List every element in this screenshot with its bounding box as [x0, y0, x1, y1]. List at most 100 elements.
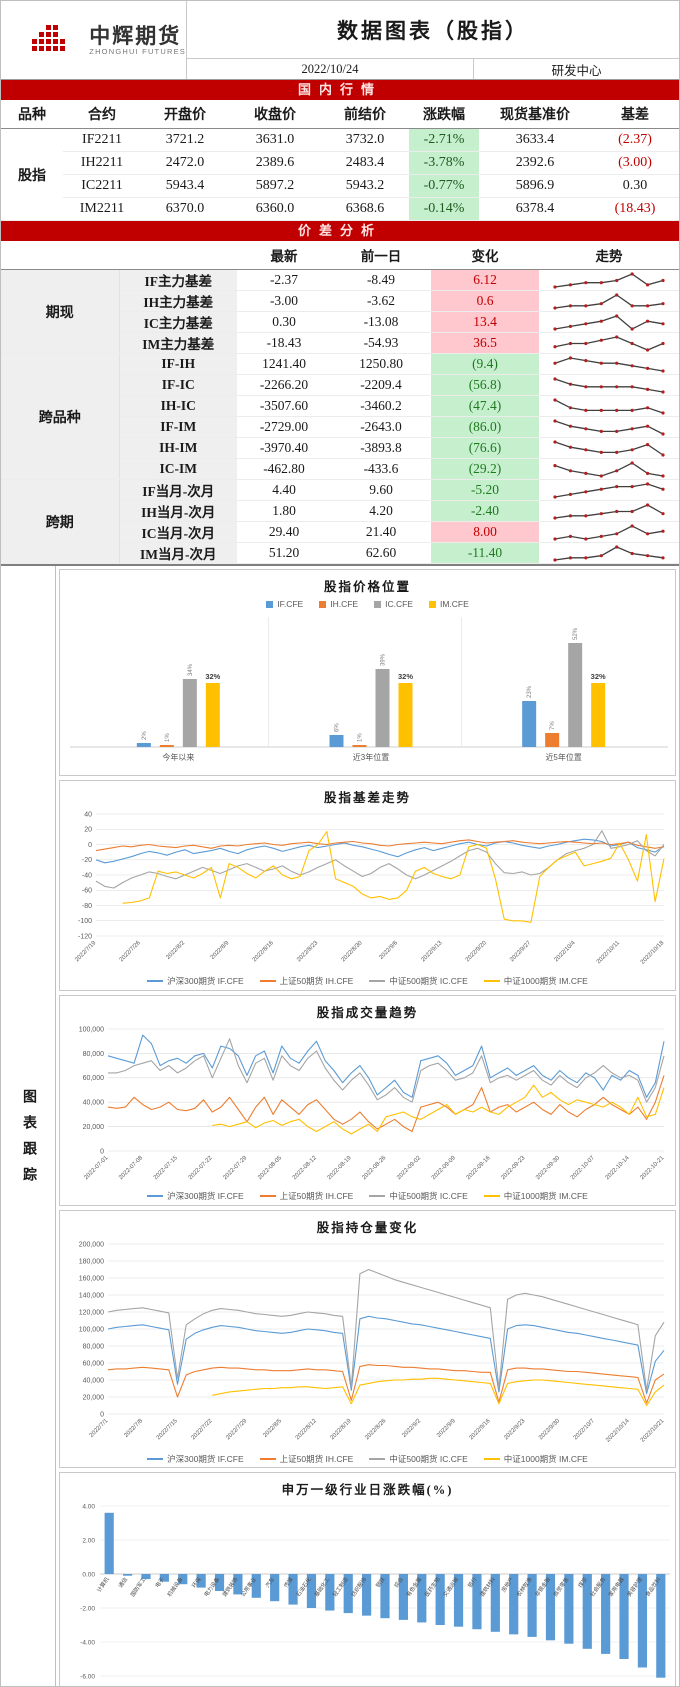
svg-text:2022/10/18: 2022/10/18: [639, 940, 665, 966]
svg-text:2022/7/19: 2022/7/19: [74, 940, 98, 964]
sparkline: [539, 374, 679, 396]
chart-title: 股指基差走势: [323, 791, 411, 806]
legend-item: 沪深300期货 IF.CFE: [147, 1453, 244, 1465]
sparkline: [539, 458, 679, 480]
col-change: 变化: [431, 241, 539, 270]
svg-text:1%: 1%: [357, 733, 363, 742]
svg-text:2022/8/23: 2022/8/23: [296, 940, 320, 964]
svg-text:40: 40: [84, 811, 92, 818]
svg-text:32%: 32%: [397, 672, 412, 681]
spread-row: IH-IC -3507.60 -3460.2 (47.4): [1, 395, 679, 417]
svg-text:2022/8/12: 2022/8/12: [294, 1418, 318, 1442]
svg-text:80,000: 80,000: [82, 1343, 104, 1350]
cell-pct: -0.77%: [409, 174, 479, 198]
spread-table: 最新 前一日 变化 走势 期现 IF主力基差 -2.37 -8.49 6.12 …: [1, 241, 679, 564]
svg-text:2022-07-22: 2022-07-22: [187, 1155, 213, 1181]
logo-name-cn: 中辉期货: [89, 23, 182, 48]
industry-change-plot: -8.00-6.00-4.00-2.000.002.004.00计算机通信国防军…: [80, 1504, 670, 1681]
spread-row: IH当月-次月 1.80 4.20 -2.40: [1, 500, 679, 522]
svg-text:2022/7/8: 2022/7/8: [123, 1418, 144, 1439]
legend-item: 中证500期货 IC.CFE: [369, 1453, 468, 1465]
legend-swatch: [369, 980, 386, 983]
cell-spot: 3633.4: [479, 128, 591, 152]
cell-spot: 2392.6: [479, 151, 591, 175]
cell-contract: IM2211: [63, 197, 141, 221]
legend-item: IM.CFE: [428, 599, 469, 609]
svg-text:2022/7/22: 2022/7/22: [190, 1418, 214, 1442]
sparkline: [539, 269, 679, 291]
sparkline: [539, 290, 679, 312]
chart-legend: 沪深300期货 IF.CFE 上证50期货 IH.CFE 中证500期货 IC.CF…: [60, 974, 675, 988]
svg-text:2022/9/6: 2022/9/6: [378, 940, 399, 961]
svg-text:2022/8/19: 2022/8/19: [329, 1418, 353, 1442]
cell-close: 6360.0: [229, 197, 321, 221]
svg-text:0: 0: [88, 842, 92, 849]
col-open: 开盘价: [141, 100, 229, 129]
table-row: 股指 IF2211 3721.2 3631.0 3732.0 -2.71% 36…: [1, 128, 679, 221]
cell-spot: 6378.4: [479, 197, 591, 221]
market-table: 品种 合约 开盘价 收盘价 前结价 涨跌幅 现货基准价 基差 股指 IF2211…: [1, 100, 679, 221]
sparkline: [539, 500, 679, 522]
svg-text:34%: 34%: [187, 663, 193, 676]
svg-text:2022/10/21: 2022/10/21: [639, 1418, 665, 1444]
svg-text:40,000: 40,000: [82, 1100, 104, 1107]
chart-title: 申万一级行业日涨跌幅(%): [281, 1483, 454, 1498]
legend-item: 中证1000期货 IM.CFE: [483, 975, 588, 987]
legend-swatch: [369, 1458, 386, 1461]
open-interest-plot: 0 20,000 40,000 60,000 80,000 100,000 120,000 1…: [78, 1241, 665, 1444]
table-row: IC2211 5943.4 5897.2 5943.2 -0.77% 5896.…: [1, 174, 679, 198]
svg-text:2022-10-14: 2022-10-14: [604, 1155, 630, 1181]
svg-text:2022-07-29: 2022-07-29: [222, 1155, 248, 1181]
spread-row: 跨品种 IF-IH 1241.40 1250.80 (9.4): [1, 353, 679, 480]
section-band-spread: 价差分析: [1, 221, 679, 241]
group-cross-variety: 跨品种: [1, 353, 120, 480]
cell-contract: IC2211: [63, 174, 141, 198]
svg-text:1%: 1%: [164, 733, 170, 742]
svg-text:通信: 通信: [116, 1576, 129, 1590]
svg-text:2022-08-26: 2022-08-26: [361, 1155, 387, 1181]
col-variety: 品种: [1, 100, 63, 129]
chart-title: 股指成交量趋势: [316, 1006, 419, 1021]
svg-text:39%: 39%: [380, 653, 386, 666]
svg-text:2022/9/20: 2022/9/20: [464, 940, 488, 964]
legend-item: IF.CFE: [266, 599, 303, 609]
spread-row: IF-IC -2266.20 -2209.4 (56.8): [1, 374, 679, 396]
svg-text:60,000: 60,000: [82, 1360, 104, 1367]
svg-text:-80: -80: [81, 903, 91, 910]
spread-row: IF-IM -2729.00 -2643.0 (86.0): [1, 416, 679, 438]
svg-text:2022/7/15: 2022/7/15: [155, 1418, 179, 1442]
legend-item: IC.CFE: [374, 599, 413, 609]
spread-header-row: 最新 前一日 变化 走势: [1, 241, 679, 270]
legend-swatch: [374, 600, 382, 608]
cell-prev: 2483.4: [321, 151, 409, 175]
basis-trend-plot: -120 -100 -80 -60 -40 -20 0 20 40 2022/7/19 2022/7…: [74, 811, 666, 966]
cell-contract: IF2211: [63, 128, 141, 152]
svg-text:2022/7/1: 2022/7/1: [88, 1418, 109, 1439]
legend-swatch: [147, 1195, 164, 1198]
legend-item: 沪深300期货 IF.CFE: [147, 975, 244, 987]
logo-icon: [31, 25, 65, 51]
svg-text:32%: 32%: [590, 672, 605, 681]
svg-text:2022/8/2: 2022/8/2: [165, 940, 186, 961]
svg-text:-60: -60: [81, 888, 91, 895]
svg-text:2022/8/16: 2022/8/16: [251, 940, 275, 964]
legend-swatch: [483, 980, 500, 983]
svg-text:2022-10-07: 2022-10-07: [569, 1155, 595, 1181]
col-previous: 前一日: [331, 241, 431, 270]
table-row: IH2211 2472.0 2389.6 2483.4 -3.78% 2392.…: [1, 151, 679, 175]
legend-item: 上证50期货 IH.CFE: [259, 1453, 353, 1465]
svg-text:-6.00: -6.00: [80, 1674, 95, 1681]
sparkline: [539, 437, 679, 459]
svg-text:-120: -120: [77, 933, 91, 940]
cell-open: 2472.0: [141, 151, 229, 175]
report-header: 中辉期货 ZHONGHUI FUTURES 数据图表（股指） 2022/10/2…: [1, 1, 679, 80]
svg-text:2022-09-23: 2022-09-23: [500, 1155, 526, 1181]
svg-text:2%: 2%: [141, 731, 147, 740]
svg-text:计算机: 计算机: [94, 1576, 110, 1595]
legend-swatch: [259, 980, 276, 983]
cell-prev: 5943.2: [321, 174, 409, 198]
svg-text:2022-09-09: 2022-09-09: [430, 1155, 456, 1181]
legend-swatch: [483, 1458, 500, 1461]
svg-text:2022/9/13: 2022/9/13: [420, 940, 444, 964]
